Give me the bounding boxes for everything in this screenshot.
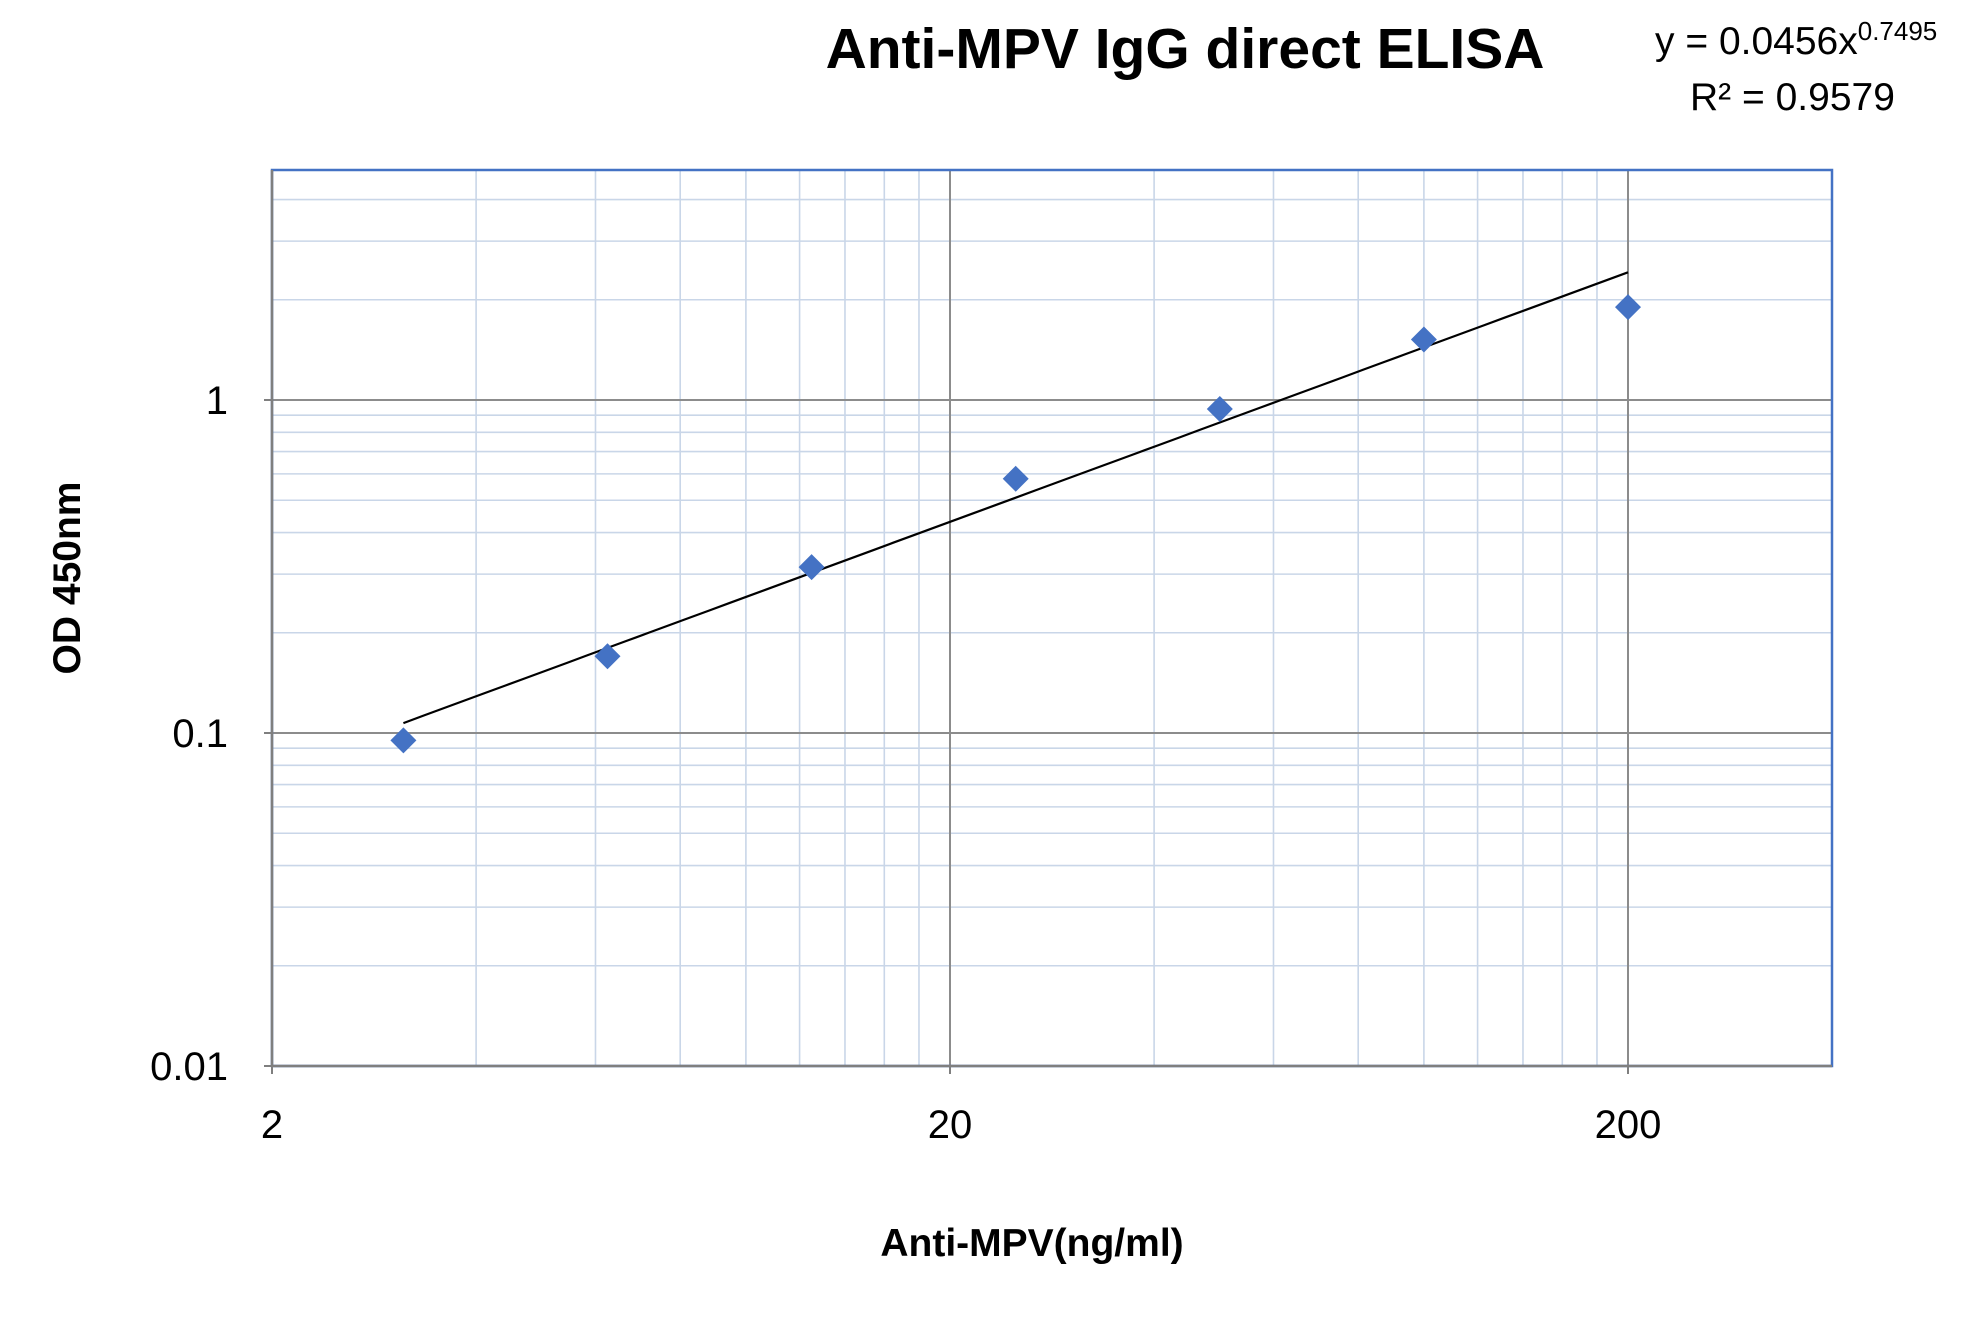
data-point — [1206, 395, 1233, 422]
plot-area-border — [270, 168, 1834, 1068]
axis-lines — [264, 170, 1832, 1074]
y-tick-label: 0.1 — [172, 712, 228, 756]
x-tick-label: 2 — [261, 1103, 283, 1147]
x-tick-label: 20 — [928, 1103, 973, 1147]
trendline-r-squared: R² = 0.9579 — [1690, 76, 1895, 119]
major-gridlines — [271, 170, 1832, 1067]
y-axis-title: OD 450nm — [46, 482, 89, 675]
x-axis-tick-labels: 2 20 200 — [261, 1103, 1662, 1147]
y-tick-label: 1 — [206, 379, 228, 423]
trendline-equation-base: y = 0.0456x — [1655, 20, 1858, 63]
trendline — [403, 271, 1629, 725]
x-tick-label: 200 — [1595, 1103, 1662, 1147]
data-point — [594, 643, 621, 670]
y-tick-label: 0.01 — [150, 1045, 228, 1089]
y-axis-tick-labels: 0.01 0.1 1 — [150, 379, 228, 1089]
trendline-equation: y = 0.0456x0.7495 — [1655, 16, 1937, 63]
x-axis-title: Anti-MPV(ng/ml) — [880, 1222, 1183, 1265]
data-points — [390, 294, 1641, 754]
data-point — [390, 727, 417, 754]
minor-gridlines — [272, 170, 1833, 1066]
trendline-equation-exponent: 0.7495 — [1858, 16, 1938, 46]
data-point — [1410, 326, 1437, 353]
chart-title: Anti-MPV IgG direct ELISA — [826, 17, 1545, 81]
data-point — [1002, 465, 1029, 492]
data-point — [798, 554, 825, 581]
data-point — [1615, 294, 1641, 321]
